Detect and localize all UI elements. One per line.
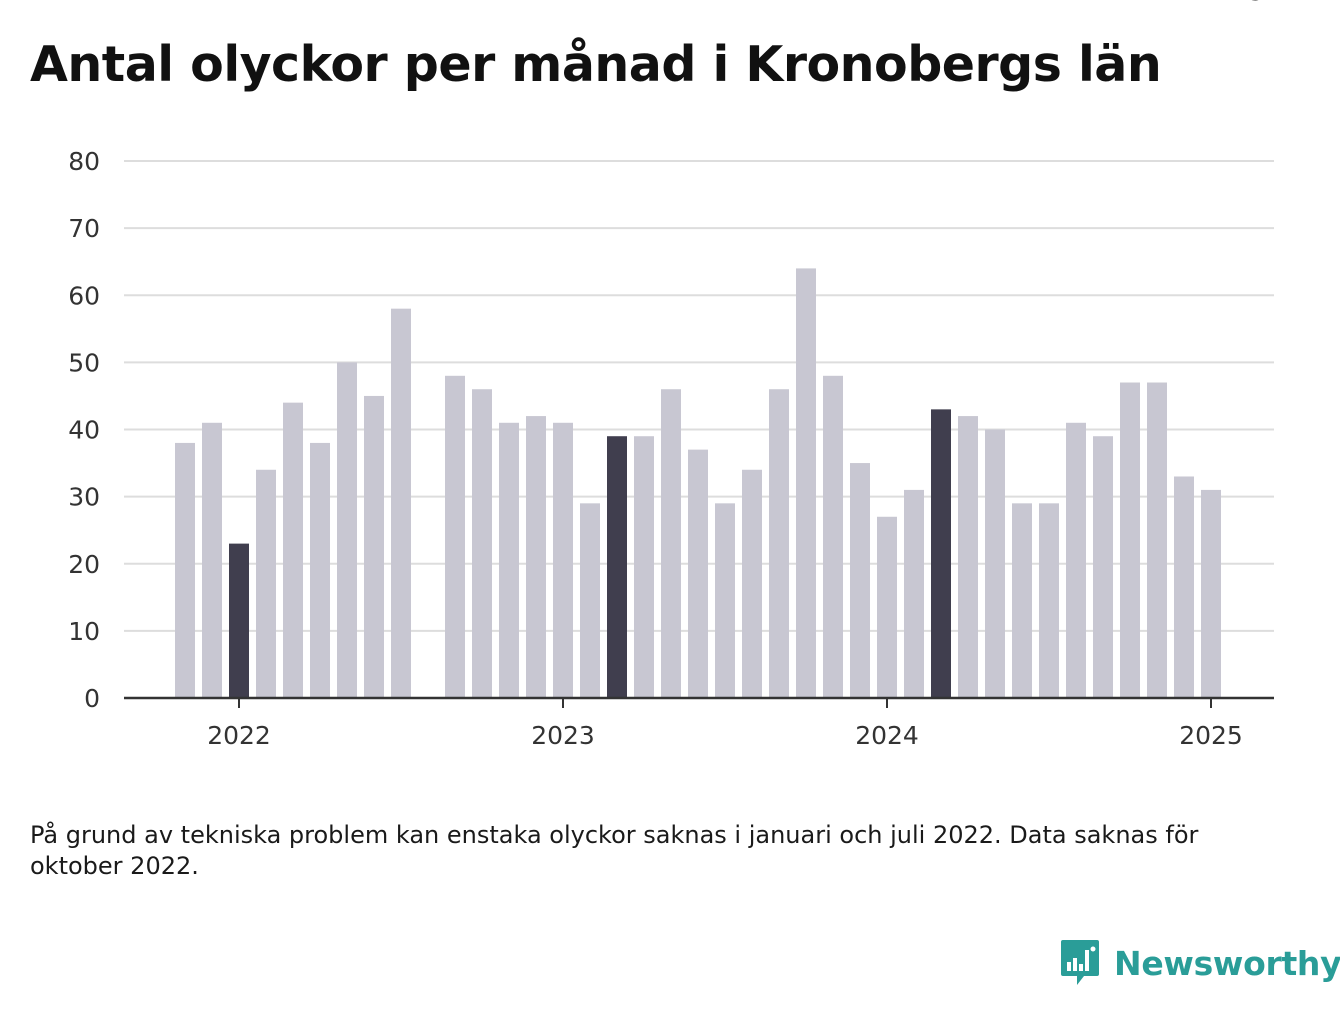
- y-tick-label: 70: [68, 214, 100, 243]
- x-tick-label: 2022: [207, 721, 271, 750]
- x-tick-label: 2025: [1179, 721, 1243, 750]
- bar: [688, 449, 708, 698]
- data-labels: 31: [1248, 0, 1282, 7]
- bar: [634, 436, 654, 698]
- y-tick-label: 80: [68, 147, 100, 176]
- bar: [1012, 503, 1032, 698]
- y-tick-label: 30: [68, 483, 100, 512]
- bar: [1093, 436, 1113, 698]
- bar: [904, 489, 924, 698]
- bar: [553, 422, 573, 698]
- y-tick-label: 0: [84, 684, 100, 713]
- newsworthy-logo-icon: [1061, 940, 1099, 985]
- bar: [769, 389, 789, 698]
- y-tick-label: 60: [68, 281, 100, 310]
- bar: [1120, 382, 1140, 698]
- bar: [661, 389, 681, 698]
- x-tick-label: 2024: [855, 721, 919, 750]
- bar: [607, 436, 627, 698]
- bar: [958, 416, 978, 698]
- x-tick-label: 2023: [531, 721, 595, 750]
- bars: [175, 268, 1221, 698]
- bar: [283, 402, 303, 698]
- bar: [1039, 503, 1059, 698]
- bar: [1174, 476, 1194, 698]
- bar: [850, 463, 870, 698]
- y-tick-label: 50: [68, 348, 100, 377]
- bar: [796, 268, 816, 698]
- bar: [1066, 422, 1086, 698]
- brand-name: Newsworthy: [1114, 943, 1340, 983]
- bar: [337, 362, 357, 698]
- bar: [229, 543, 249, 698]
- bar: [985, 429, 1005, 698]
- y-tick-label: 20: [68, 550, 100, 579]
- y-axis-ticks: 0 10 20 30 40 50 60 70 80: [68, 147, 100, 713]
- bar: [742, 469, 762, 698]
- bar: [175, 442, 195, 698]
- bar: [1201, 489, 1221, 698]
- bar: [715, 503, 735, 698]
- chart-title: Antal olyckor per månad i Kronobergs län: [30, 36, 1162, 93]
- bar: [256, 469, 276, 698]
- bar: [823, 375, 843, 698]
- data-label: 31: [1248, 0, 1282, 7]
- y-tick-label: 40: [68, 416, 100, 445]
- bar: [391, 308, 411, 698]
- bar: [445, 375, 465, 698]
- bar: [526, 416, 546, 698]
- bar: [202, 422, 222, 698]
- bar: [1147, 382, 1167, 698]
- bar-chart: 0 10 20 30 40 50 60 70 80 2022 2023 2024 2025 31: [68, 0, 1282, 750]
- y-tick-label: 10: [68, 617, 100, 646]
- bar: [877, 516, 897, 698]
- brand-logo: Newsworthy: [1060, 938, 1340, 988]
- bar: [472, 389, 492, 698]
- footnote: På grund av tekniska problem kan enstaka…: [30, 821, 1199, 880]
- bar: [931, 409, 951, 698]
- bar: [580, 503, 600, 698]
- bar: [499, 422, 519, 698]
- x-axis-ticks: 2022 2023 2024 2025: [207, 698, 1243, 750]
- bar: [364, 395, 384, 698]
- bar: [310, 442, 330, 698]
